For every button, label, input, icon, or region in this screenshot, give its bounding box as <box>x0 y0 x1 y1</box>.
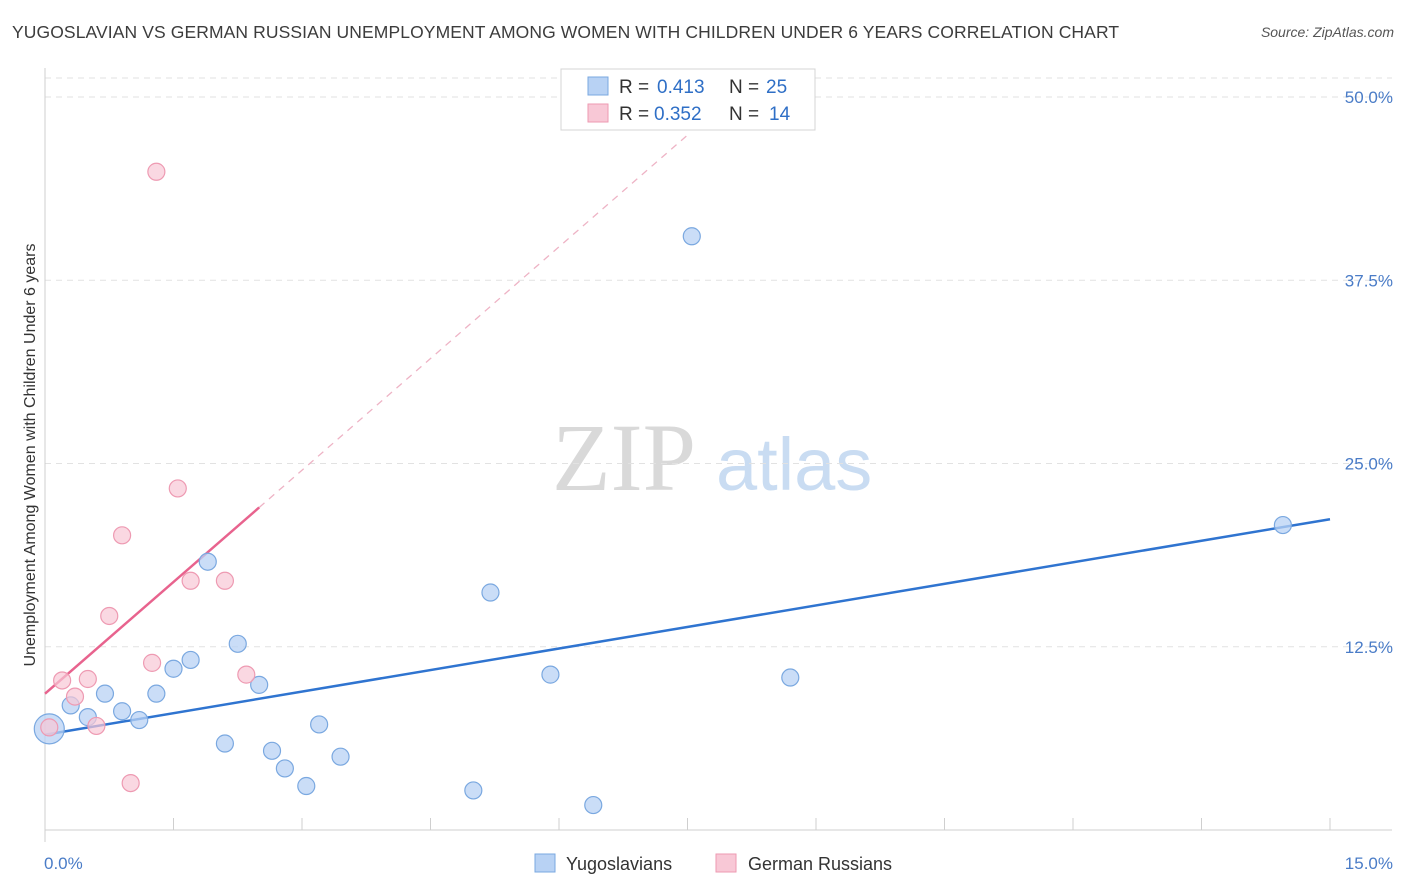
point-yugoslavians <box>112 702 132 721</box>
legend-n-value-blue: 25 <box>766 77 787 98</box>
point-yugoslavians <box>95 684 115 703</box>
x-tick-label: 15.0% <box>1345 854 1393 873</box>
point-yugoslavians <box>584 795 603 815</box>
point-german-russians <box>100 606 119 626</box>
point-yugoslavians <box>198 552 217 571</box>
point-yugoslavians <box>310 715 329 734</box>
trend-lines <box>44 134 1331 736</box>
trend-extension-german-russians <box>258 134 688 508</box>
legend-r-value-blue: 0.413 <box>657 77 705 98</box>
legend-swatch-blue <box>587 76 609 96</box>
tick-labels: 12.5% 25.0% 37.5% 50.0% 0.0% 15.0% <box>44 88 1393 873</box>
point-german-russians <box>142 653 162 672</box>
legend-r-label: R = <box>619 77 649 98</box>
x-tick-label: 0.0% <box>44 854 83 873</box>
point-german-russians <box>78 669 97 689</box>
axes <box>44 68 1392 842</box>
point-yugoslavians <box>464 781 483 800</box>
point-yugoslavians <box>181 650 200 670</box>
trend-line-yugoslavians <box>44 517 1331 736</box>
point-yugoslavians <box>781 668 800 687</box>
y-tick-label: 37.5% <box>1345 271 1393 290</box>
point-yugoslavians <box>130 710 149 730</box>
point-yugoslavians <box>331 747 350 766</box>
legend-r-label: R = <box>619 104 649 125</box>
trend-line-german-russians <box>44 506 260 695</box>
point-yugoslavians <box>250 675 269 694</box>
point-yugoslavians <box>541 665 560 684</box>
point-german-russians <box>237 665 256 684</box>
legend-n-value-pink: 14 <box>769 104 791 125</box>
point-german-russians <box>121 773 140 793</box>
grid-lines <box>45 77 1392 648</box>
point-yugoslavians <box>147 684 166 703</box>
series-label-german-russians: German Russians <box>748 854 892 874</box>
series-legend: Yugoslavians German Russians <box>534 853 892 874</box>
point-yugoslavians <box>228 634 247 653</box>
point-german-russians <box>147 162 166 181</box>
correlation-legend: R = 0.413 N = 25 R = 0.352 N = 14 <box>560 68 816 131</box>
point-yugoslavians <box>297 776 316 796</box>
point-german-russians <box>87 716 106 736</box>
point-yugoslavians <box>1273 515 1292 535</box>
series-swatch-german-russians <box>715 853 737 873</box>
point-yugoslavians <box>481 583 500 602</box>
point-german-russians <box>181 571 200 590</box>
y-axis-label: Unemployment Among Women with Children U… <box>22 243 39 666</box>
point-german-russians <box>53 671 72 690</box>
point-yugoslavians <box>164 659 183 678</box>
point-yugoslavians <box>275 759 294 778</box>
point-german-russians <box>40 718 59 737</box>
y-tick-label: 12.5% <box>1345 638 1393 657</box>
watermark-zip: ZIP <box>552 404 696 511</box>
legend-r-value-pink: 0.352 <box>654 104 702 125</box>
point-yugoslavians <box>262 741 282 760</box>
legend-swatch-pink <box>587 103 609 123</box>
y-tick-label: 50.0% <box>1345 88 1393 107</box>
point-yugoslavians <box>215 734 234 753</box>
point-german-russians <box>112 526 132 545</box>
legend-n-label: N = <box>729 77 759 98</box>
series-swatch-yugoslavians <box>534 853 556 873</box>
series-label-yugoslavians: Yugoslavians <box>566 854 672 874</box>
data-points <box>33 162 1292 815</box>
point-german-russians <box>215 571 234 590</box>
legend-n-label: N = <box>729 104 759 125</box>
source-label: Source: ZipAtlas.com <box>1260 24 1394 40</box>
y-tick-label: 25.0% <box>1345 455 1393 474</box>
point-german-russians <box>65 687 85 706</box>
watermark-atlas: atlas <box>716 423 872 506</box>
point-yugoslavians <box>682 227 701 246</box>
chart-title: YUGOSLAVIAN VS GERMAN RUSSIAN UNEMPLOYME… <box>12 22 1120 42</box>
point-german-russians <box>168 479 187 498</box>
